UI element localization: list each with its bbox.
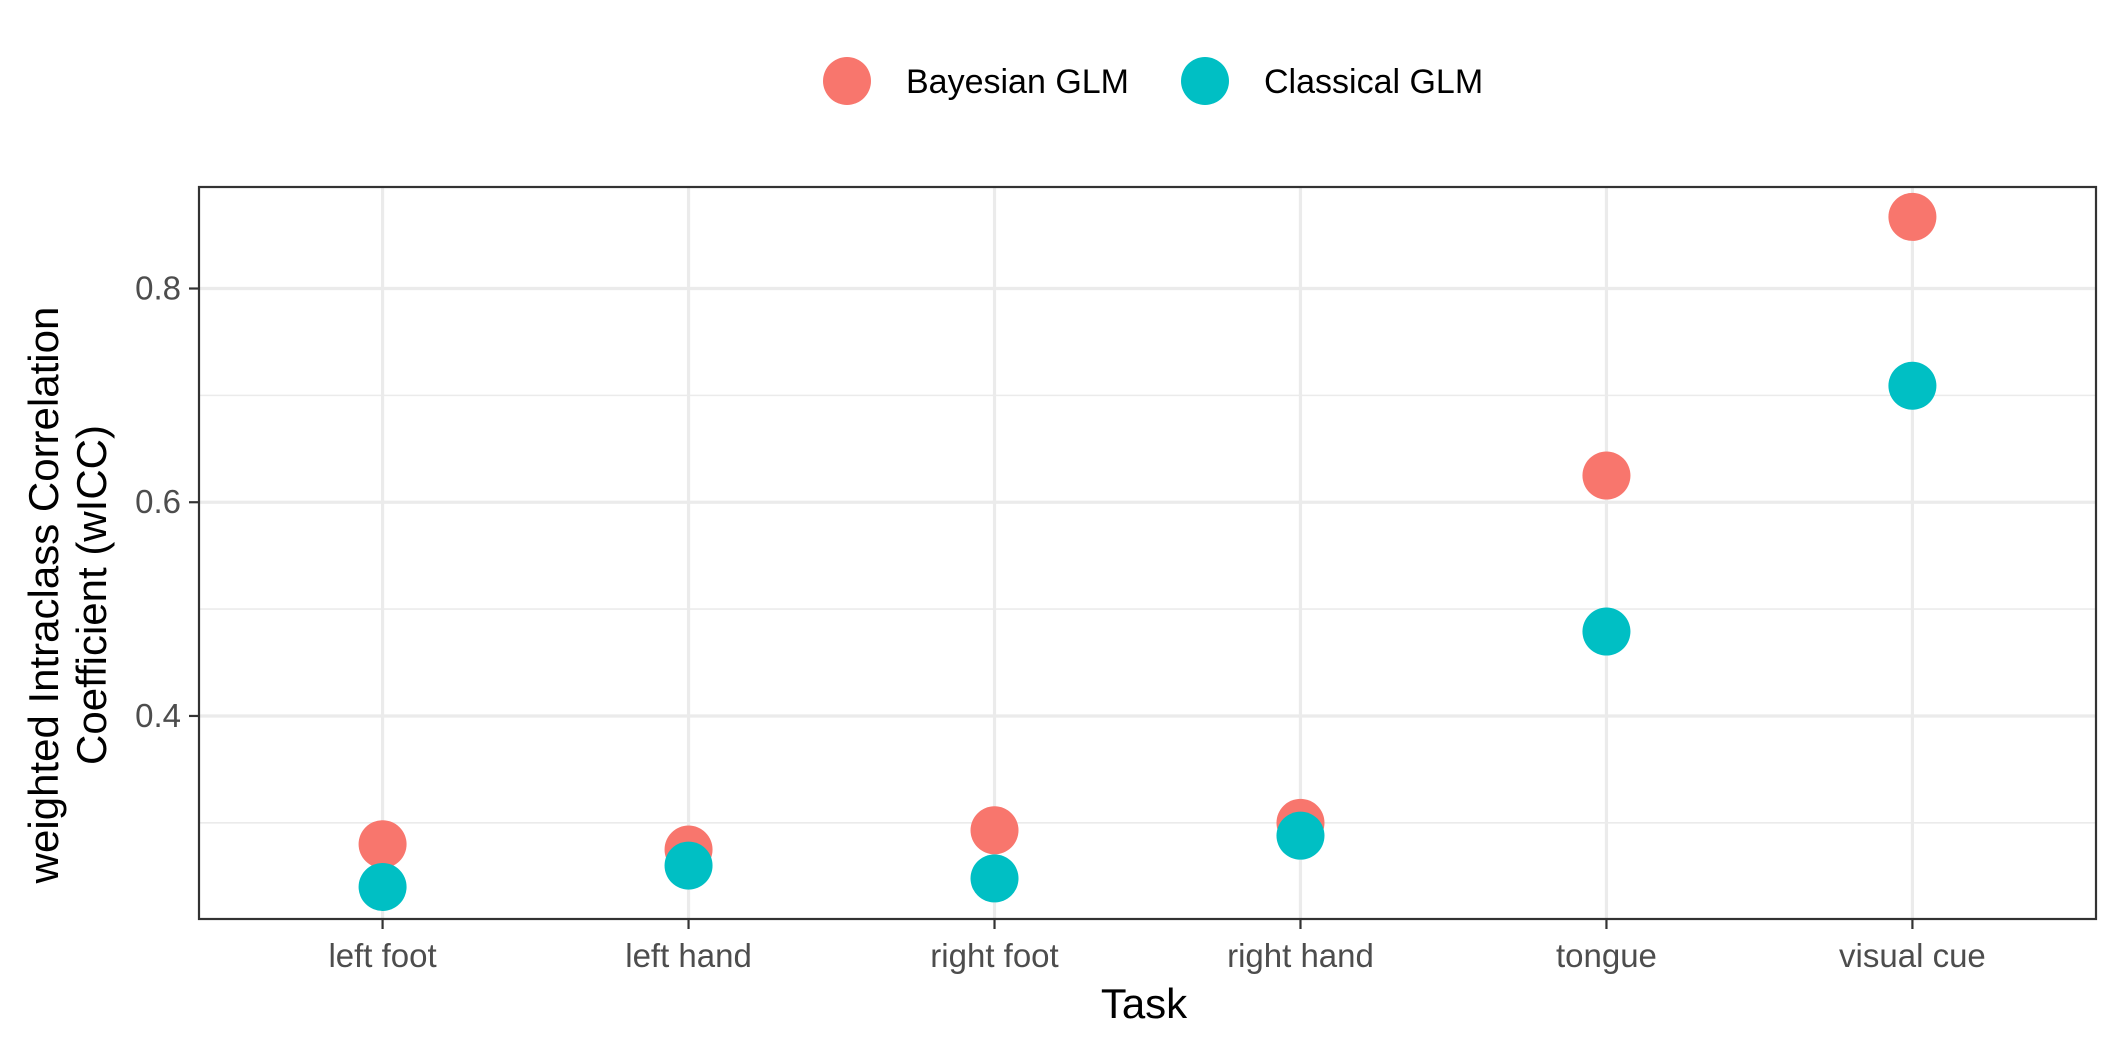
- x-tick-label: left foot: [328, 937, 436, 974]
- y-axis: 0.4 0.6 0.8: [135, 270, 199, 734]
- data-point: [664, 841, 713, 890]
- legend-item: Bayesian GLM: [823, 57, 1129, 105]
- x-tick-label: visual cue: [1839, 937, 1986, 974]
- series-0: [358, 192, 1937, 874]
- y-tick-label: 0.6: [135, 483, 181, 520]
- panel-border: [197, 185, 2098, 921]
- data-point: [358, 862, 407, 911]
- y-axis-title: weighted Intraclass Correlation Coeffici…: [20, 307, 115, 885]
- x-axis-title: Task: [1101, 980, 1188, 1027]
- legend-label: Classical GLM: [1264, 63, 1483, 101]
- data-point: [358, 820, 407, 869]
- data-point: [970, 854, 1019, 903]
- data-points: [358, 192, 1937, 911]
- x-axis: left foot left hand right foot right hand to…: [328, 919, 1986, 974]
- y-tick-label: 0.4: [135, 697, 181, 734]
- legend-key: [1181, 57, 1229, 105]
- legend-label: Bayesian GLM: [906, 63, 1129, 101]
- data-point: [1276, 811, 1325, 860]
- data-point: [1888, 192, 1937, 241]
- y-axis-title-line-2: Coefficient (wICC): [68, 425, 115, 765]
- legend: Bayesian GLM Classical GLM: [823, 57, 1483, 105]
- legend-key: [823, 57, 871, 105]
- y-tick-label: 0.8: [135, 270, 181, 307]
- legend-item: Classical GLM: [1181, 57, 1483, 105]
- x-tick-label: left hand: [625, 937, 752, 974]
- data-point: [970, 806, 1019, 855]
- x-tick-label: right hand: [1227, 937, 1374, 974]
- grid: [199, 187, 2096, 919]
- series-1: [358, 361, 1937, 911]
- x-tick-label: right foot: [930, 937, 1058, 974]
- x-tick-label: tongue: [1556, 937, 1657, 974]
- data-point: [1582, 607, 1631, 656]
- y-axis-title-line-1: weighted Intraclass Correlation: [20, 307, 67, 885]
- data-point: [1888, 361, 1937, 410]
- data-point: [1582, 451, 1631, 500]
